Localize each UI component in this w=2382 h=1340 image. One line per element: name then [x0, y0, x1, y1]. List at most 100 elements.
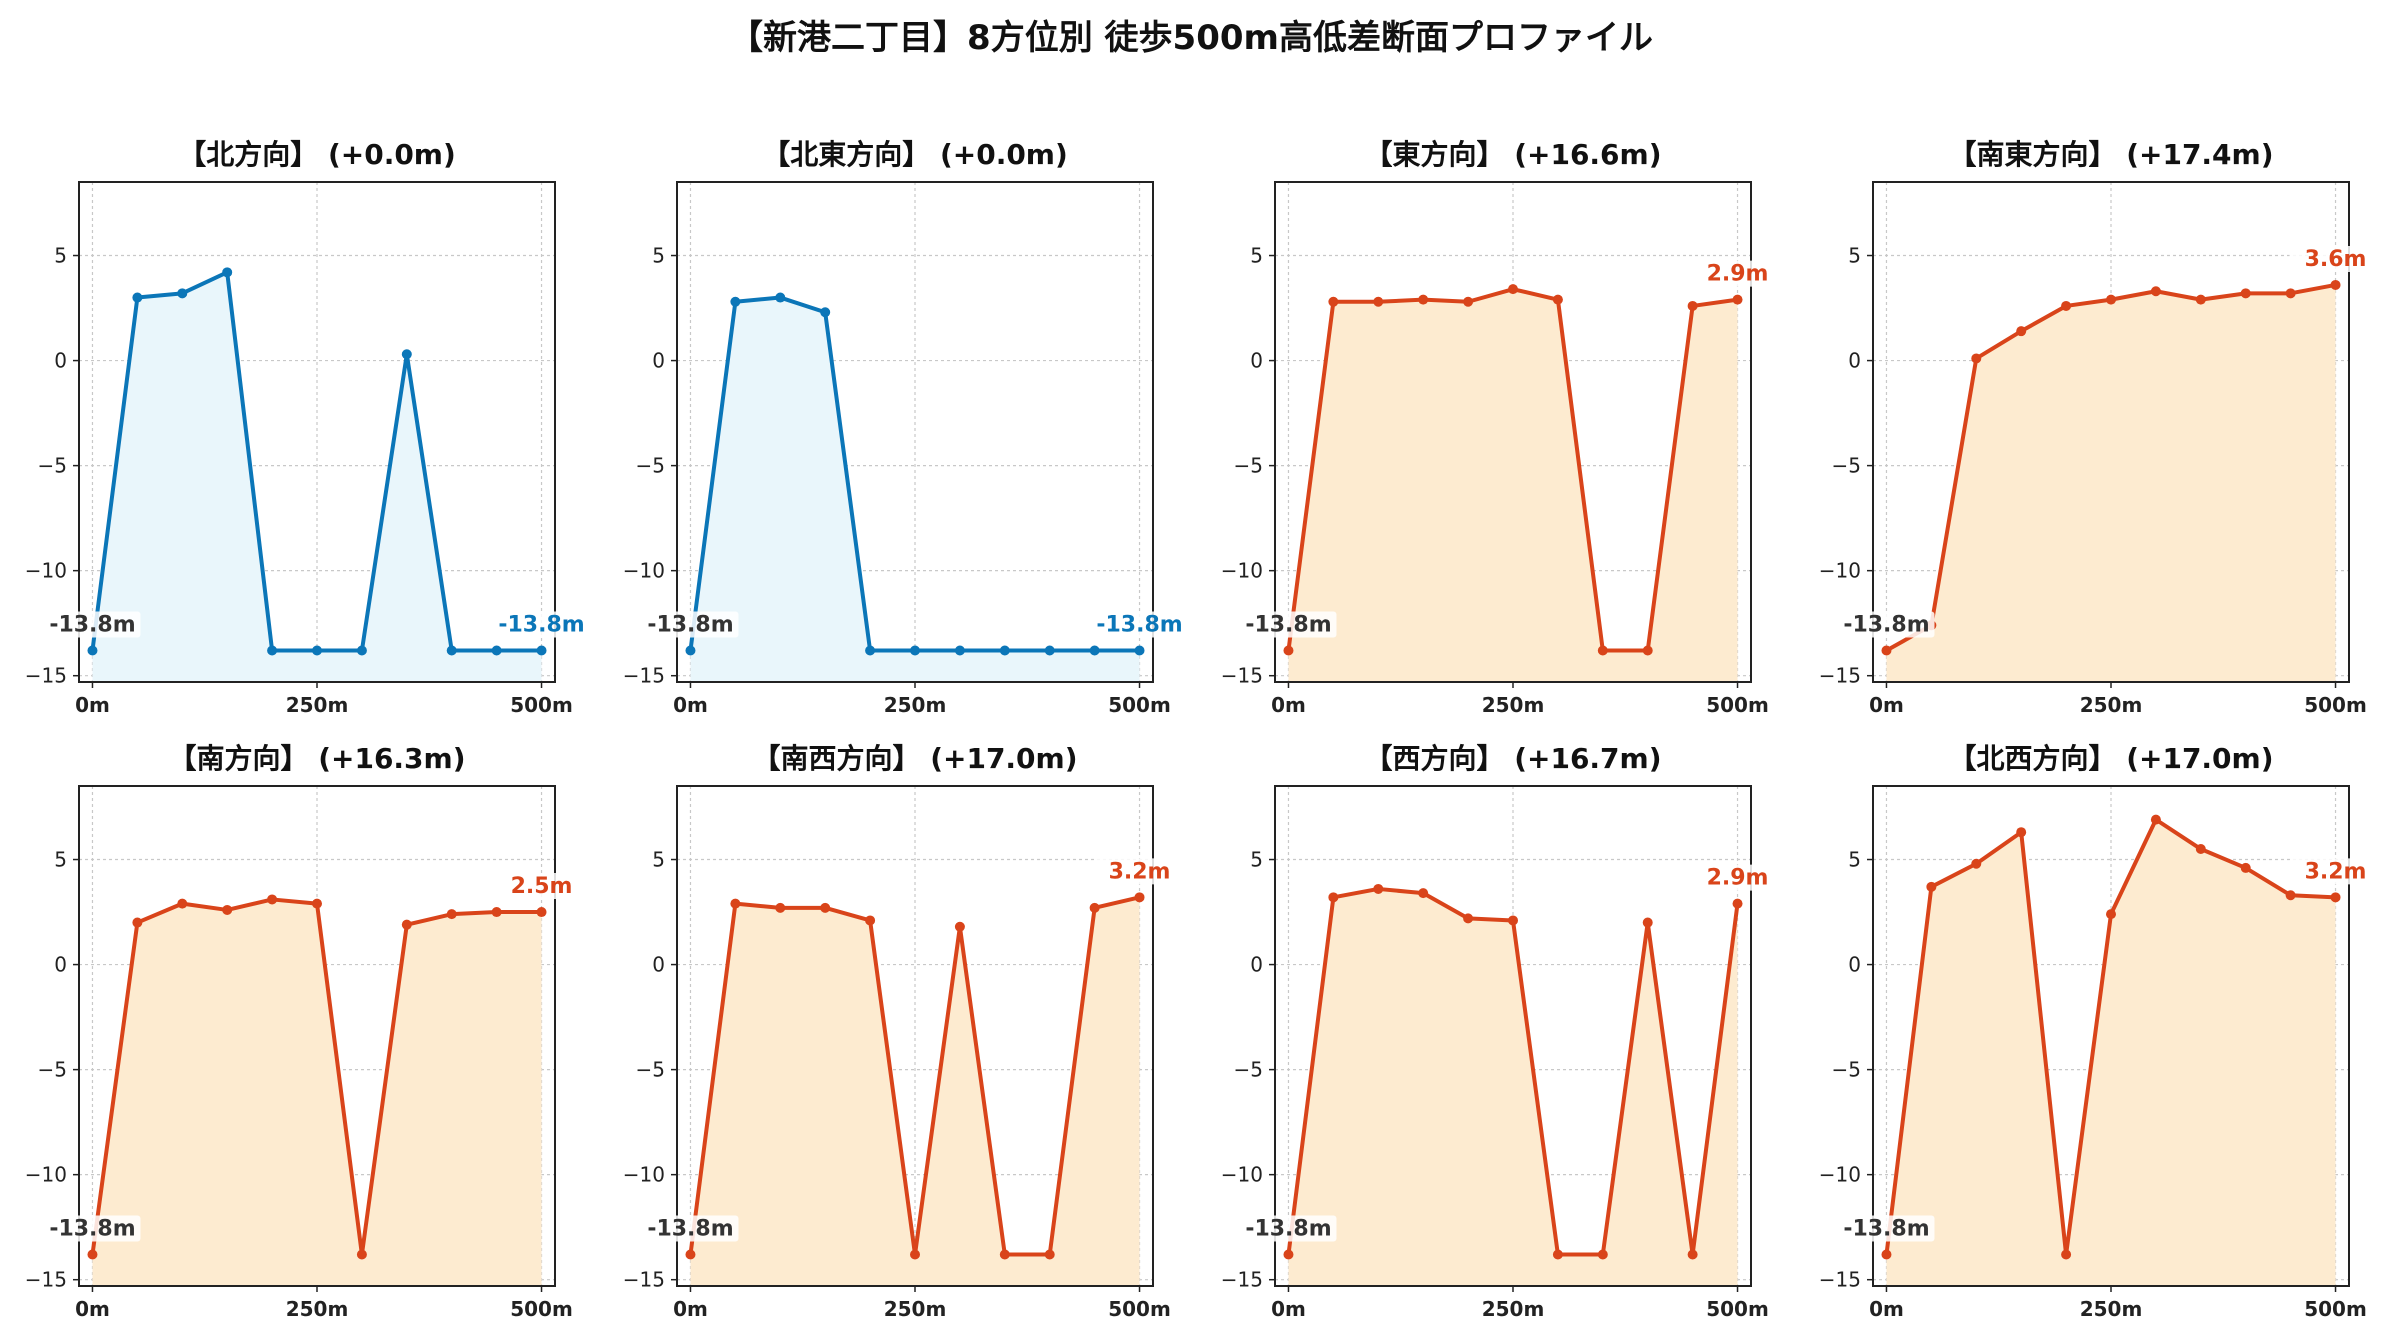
x-tick-label: 0m	[673, 1297, 708, 1321]
end-label-bg	[2289, 245, 2382, 272]
data-point	[1881, 1249, 1892, 1260]
data-point	[2330, 892, 2341, 903]
start-label-bg	[1240, 1215, 1337, 1242]
elevation-area	[92, 272, 542, 682]
page-title: 【新港二丁目】8方位別 徒歩500m高低差断面プロファイル	[729, 18, 1653, 58]
data-point	[312, 645, 322, 656]
plot-area: 5 0 −5 −10 −15 0m 250m 500m 【東方向】 (+16.6m) -13.8m…	[1221, 138, 1784, 717]
y-tick-label: −10	[25, 559, 67, 583]
data-point	[222, 267, 233, 278]
data-point	[536, 907, 547, 918]
data-point	[775, 902, 786, 913]
x-tick-label: 0m	[75, 693, 110, 717]
y-tick-label: 0	[1848, 349, 1861, 373]
x-tick-label: 500m	[1108, 693, 1171, 717]
panel-title: 【北西方向】 (+17.0m)	[1948, 742, 2273, 775]
data-point	[1597, 645, 1608, 656]
data-point	[954, 921, 965, 932]
x-tick-label: 500m	[1706, 693, 1769, 717]
data-point	[1552, 1249, 1563, 1260]
data-point	[2240, 288, 2251, 299]
panel-title: 【南方向】 (+16.3m)	[168, 742, 465, 775]
data-point	[1134, 892, 1145, 903]
data-point	[312, 898, 322, 909]
data-point	[1642, 917, 1653, 928]
y-tick-label: 5	[652, 848, 665, 872]
end-label: 3.2m	[1109, 859, 1171, 884]
y-tick-label: −5	[1234, 1058, 1263, 1082]
data-point	[865, 645, 876, 656]
panel-title: 【南東方向】 (+17.4m)	[1948, 138, 2273, 171]
y-tick-label: −10	[25, 1163, 67, 1187]
data-point	[910, 1249, 920, 1260]
y-tick-label: −5	[636, 1058, 665, 1082]
data-point	[2061, 300, 2072, 311]
x-tick-label: 500m	[510, 1297, 573, 1321]
end-label: -13.8m	[498, 612, 584, 637]
y-tick-label: −15	[623, 1268, 665, 1292]
plot-area: 5 0 −5 −10 −15 0m 250m 500m 【北方向】 (+0.0m) -13.8m -…	[25, 138, 588, 717]
end-label: -13.8m	[1096, 612, 1182, 637]
data-point	[2150, 814, 2161, 825]
end-label: 3.6m	[2305, 247, 2367, 272]
y-tick-label: −5	[1234, 454, 1263, 478]
profile-chart-1: 5 0 −5 −10 −15 0m 250m 500m 【北方向】 (+0.0m) -13.8m -…	[25, 138, 588, 717]
data-point	[2195, 844, 2206, 855]
elevation-area	[690, 297, 1140, 682]
start-label: -13.8m	[647, 1216, 733, 1241]
data-point	[954, 645, 965, 656]
y-tick-label: −10	[623, 1163, 665, 1187]
data-point	[1134, 645, 1145, 656]
data-point	[1044, 645, 1055, 656]
y-tick-label: 5	[1848, 848, 1861, 872]
y-tick-label: 5	[1250, 244, 1263, 268]
data-point	[865, 915, 876, 926]
x-tick-label: 0m	[1869, 1297, 1904, 1321]
data-point	[536, 645, 547, 656]
x-tick-label: 0m	[673, 693, 708, 717]
start-label-bg	[1240, 611, 1337, 638]
x-tick-label: 0m	[75, 1297, 110, 1321]
y-tick-label: −5	[636, 454, 665, 478]
data-point	[820, 307, 831, 318]
x-tick-label: 250m	[286, 1297, 349, 1321]
profile-chart-4: 5 0 −5 −10 −15 0m 250m 500m 【南東方向】 (+17.4m) -13.8…	[1819, 138, 2382, 717]
profile-chart-2: 5 0 −5 −10 −15 0m 250m 500m 【北東方向】 (+0.0m) -13.8m…	[623, 138, 1186, 717]
data-point	[1971, 858, 1982, 869]
end-label: 2.9m	[1707, 262, 1769, 287]
data-point	[1552, 294, 1563, 305]
data-point	[2330, 279, 2341, 290]
data-point	[820, 902, 831, 913]
plot-area: 5 0 −5 −10 −15 0m 250m 500m 【北西方向】 (+17.0m) -13.8…	[1819, 742, 2382, 1321]
elevation-area	[690, 897, 1140, 1286]
data-point	[1328, 296, 1339, 307]
data-point	[999, 645, 1010, 656]
start-label: -13.8m	[1245, 612, 1331, 637]
elevation-area	[1886, 284, 2336, 682]
data-point	[401, 919, 412, 930]
y-tick-label: −10	[1819, 559, 1861, 583]
y-tick-label: 0	[652, 349, 665, 373]
panel-title: 【西方向】 (+16.7m)	[1364, 742, 1661, 775]
x-tick-label: 250m	[1482, 1297, 1545, 1321]
data-point	[685, 645, 696, 656]
data-point	[132, 917, 143, 928]
y-tick-label: 0	[652, 953, 665, 977]
profile-chart-7: 5 0 −5 −10 −15 0m 250m 500m 【西方向】 (+16.7m) -13.8m…	[1221, 742, 1784, 1321]
plot-area: 5 0 −5 −10 −15 0m 250m 500m 【西方向】 (+16.7m) -13.8m…	[1221, 742, 1784, 1321]
data-point	[491, 645, 502, 656]
data-point	[356, 645, 367, 656]
data-point	[1089, 902, 1100, 913]
y-tick-label: −5	[38, 1058, 67, 1082]
panel-title: 【北東方向】 (+0.0m)	[762, 138, 1068, 171]
y-tick-label: 0	[1250, 349, 1263, 373]
data-point	[1732, 898, 1743, 909]
data-point	[267, 894, 278, 905]
data-point	[446, 909, 457, 920]
start-label-bg	[1838, 611, 1935, 638]
data-point	[2016, 827, 2027, 838]
elevation-area	[1288, 289, 1738, 682]
y-tick-label: 0	[1848, 953, 1861, 977]
panel-title: 【東方向】 (+16.6m)	[1364, 138, 1661, 171]
profile-chart-3: 5 0 −5 −10 −15 0m 250m 500m 【東方向】 (+16.6m) -13.8m…	[1221, 138, 1784, 717]
